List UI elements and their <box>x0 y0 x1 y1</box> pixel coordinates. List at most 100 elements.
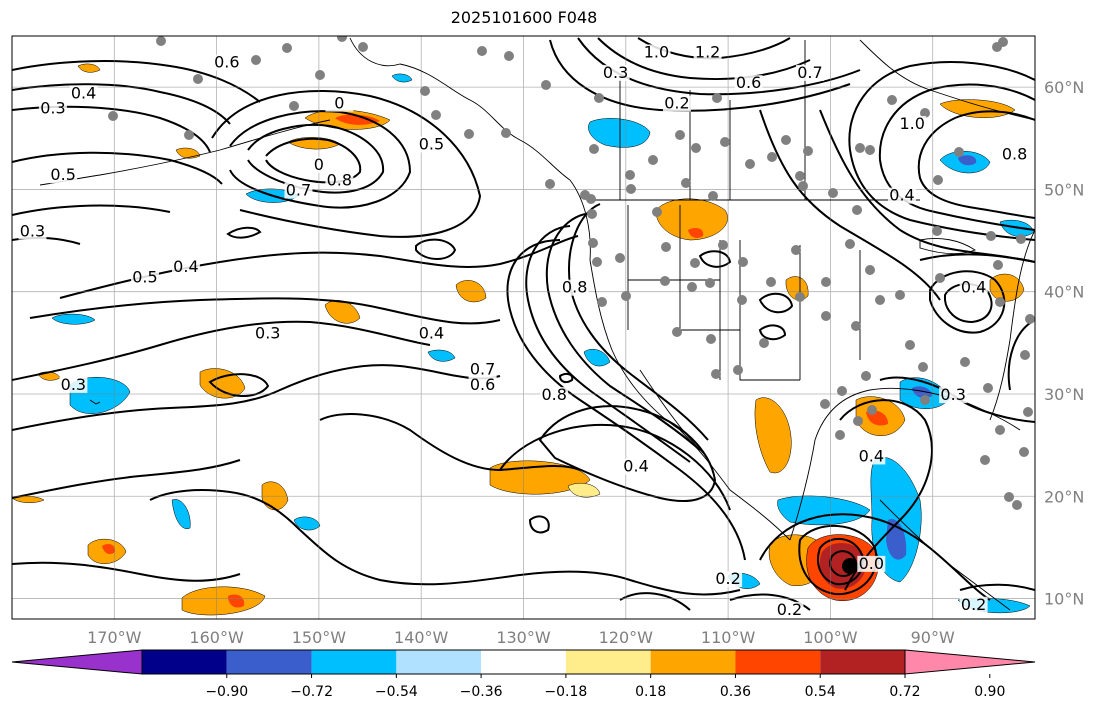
station-dot <box>545 179 555 189</box>
contour-label-bg <box>693 44 722 61</box>
station-dot <box>477 46 487 56</box>
station-dot <box>193 74 203 84</box>
positive-anomaly-patch <box>455 280 487 303</box>
station-dot <box>587 209 597 219</box>
station-dot <box>1023 407 1033 417</box>
contour-label: 0 <box>334 94 344 113</box>
colorbar-tick-label: 0.72 <box>889 684 920 700</box>
positive-anomaly-patch <box>567 483 601 498</box>
colorbar: −0.90 −0.72 −0.54 −0.36 −0.18 0.18 0.36 0.54 0.7… <box>11 649 1036 700</box>
station-dot <box>992 42 1002 52</box>
contour-label: 0.3 <box>61 375 86 394</box>
contour-label-bg <box>642 44 671 61</box>
longitude-tick-label: 140°W <box>394 628 449 647</box>
contour-label-bg <box>49 167 78 184</box>
contour-line <box>848 61 1035 241</box>
station-dot <box>580 190 590 200</box>
station-dot <box>861 371 871 381</box>
negative-anomaly-patch <box>958 155 977 166</box>
contour-label: 0.3 <box>20 221 45 240</box>
contour-line <box>597 37 811 81</box>
negative-anomaly-patch <box>391 73 413 83</box>
station-dot <box>712 93 722 103</box>
negative-anomaly-patch <box>171 499 191 530</box>
station-dot <box>501 128 511 138</box>
contour-label: 0.0 <box>859 554 884 573</box>
longitude-labels: 170°W 160°W 150°W 140°W 130°W 120°W 110°W 100°W… <box>87 628 955 647</box>
contour-label: 0.4 <box>71 83 96 102</box>
colorbar-extend-low <box>11 649 143 675</box>
colorbar-tick-label: 0.54 <box>805 684 836 700</box>
station-dot <box>1016 234 1026 244</box>
positive-anomaly-patch <box>199 368 246 399</box>
contour-label: 0.5 <box>50 165 75 184</box>
station-dot <box>795 171 805 181</box>
contour-labels: 0.60.40.30.50.300.500.70.80.40.50.3 0.40.… <box>18 42 1029 619</box>
contour-label: 0.5 <box>132 267 157 286</box>
station-dot <box>767 152 777 162</box>
station-dot <box>935 273 945 283</box>
contour-label-bg <box>601 64 630 81</box>
contour-label: 0.6 <box>470 375 495 394</box>
contour-line <box>839 399 933 591</box>
station-dot <box>875 295 885 305</box>
gulf-coast <box>789 387 1021 541</box>
contour-label-bg <box>714 571 743 588</box>
contour-label-bg <box>212 54 241 71</box>
contour-line <box>798 524 878 596</box>
contour-label: 0.4 <box>859 446 884 465</box>
latitude-labels: 10°N 20°N 30°N 40°N 50°N 60°N <box>1044 78 1084 608</box>
positive-anomaly-patch <box>228 594 245 608</box>
station-dot <box>337 36 347 42</box>
longitude-tick-label: 150°W <box>292 628 347 647</box>
north-america-west-coast <box>569 179 791 541</box>
contour-line <box>698 250 732 268</box>
contour-label: 0.3 <box>40 99 65 118</box>
contour-label: 0.8 <box>1002 145 1027 164</box>
contour-line <box>226 226 262 239</box>
contour-label: 0.3 <box>940 385 965 404</box>
contour-line <box>299 529 741 596</box>
contour-label-bg <box>857 555 886 572</box>
longitude-tick-label: 130°W <box>496 628 551 647</box>
station-dot <box>589 144 599 154</box>
station-dot <box>541 80 551 90</box>
contour-line <box>12 364 501 431</box>
latitude-tick-label: 50°N <box>1044 180 1084 199</box>
great-lakes <box>919 238 976 255</box>
station-dot <box>983 383 993 393</box>
station-dot <box>706 334 716 344</box>
station-dots <box>108 36 1035 510</box>
station-dot <box>781 135 791 145</box>
contour-label-bg <box>939 387 968 404</box>
hawaii <box>89 399 101 405</box>
station-dot <box>920 395 930 405</box>
hudson-bay-coast <box>859 39 1035 121</box>
contour-line <box>229 110 412 209</box>
station-dot <box>835 430 845 440</box>
contour-label: 0.2 <box>664 94 689 113</box>
positive-anomaly-patch <box>181 586 266 616</box>
station-dot <box>798 181 808 191</box>
contour-label-bg <box>284 182 313 199</box>
station-dot <box>828 188 838 198</box>
positive-anomaly-patch <box>77 63 101 73</box>
longitude-tick-label: 100°W <box>803 628 858 647</box>
contour-label: 1.0 <box>900 114 925 133</box>
station-dot <box>597 297 607 307</box>
colorbar-segment <box>565 650 651 674</box>
colorbar-extend-high <box>904 649 1036 675</box>
contour-line <box>758 292 794 314</box>
station-dot <box>1025 314 1035 324</box>
contour-label: 0 <box>314 155 324 174</box>
map-panel: 0.60.40.30.50.300.500.70.80.40.50.3 0.40.… <box>11 35 1036 620</box>
colorbar-segment <box>142 650 227 674</box>
contour-label-bg <box>1000 146 1029 163</box>
station-dot <box>954 147 964 157</box>
contour-label-bg <box>468 361 497 378</box>
contour-label-bg <box>417 325 446 342</box>
contour-label: 0.3 <box>603 63 628 82</box>
longitude-tick-label: 160°W <box>189 628 244 647</box>
negative-anomaly-patch <box>588 118 651 148</box>
